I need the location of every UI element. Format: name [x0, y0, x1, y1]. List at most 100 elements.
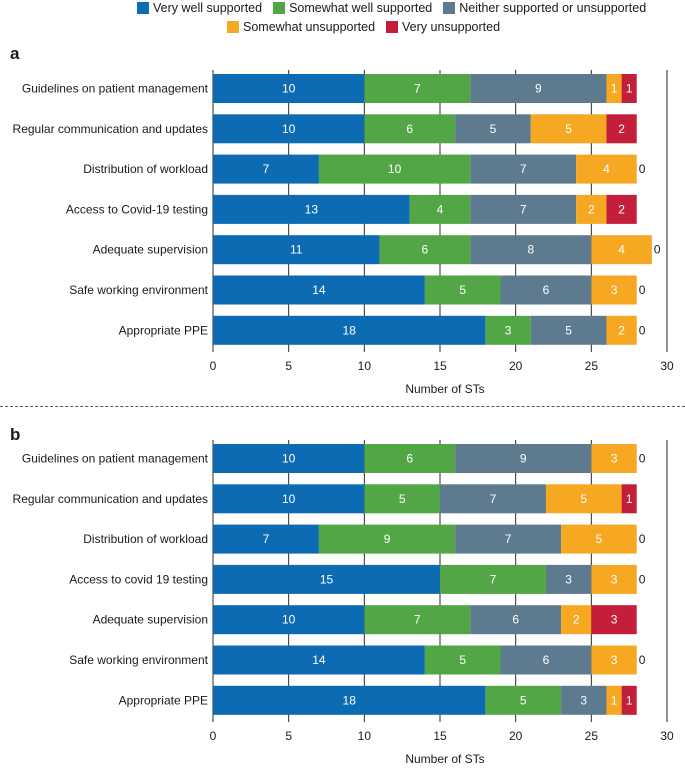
- bar-segment: [500, 645, 592, 675]
- zero-value-label: 0: [639, 283, 646, 297]
- x-tick-label: 5: [285, 729, 292, 743]
- bar-value-label: 7: [520, 202, 527, 216]
- bar-value-label: 7: [414, 82, 421, 96]
- x-tick-label: 15: [433, 729, 447, 743]
- bar-value-label: 7: [505, 532, 512, 546]
- bar-value-label: 5: [459, 653, 466, 667]
- bar-segment: [606, 685, 622, 715]
- bar-value-label: 5: [399, 492, 406, 506]
- bar-value-label: 5: [565, 122, 572, 136]
- bar-value-label: 18: [343, 693, 357, 707]
- bar-segment: [424, 645, 501, 675]
- legend-swatch: [443, 2, 456, 14]
- bar-segment: [440, 484, 546, 514]
- bar-segment: [318, 524, 456, 554]
- bar-value-label: 1: [611, 82, 618, 96]
- bar-segment: [213, 74, 365, 103]
- category-label: Appropriate PPE: [119, 693, 208, 707]
- bar-segment: [379, 235, 471, 265]
- bar-segment: [591, 605, 637, 635]
- bar-value-label: 3: [505, 323, 512, 337]
- legend-label: Neither supported or unsupported: [459, 1, 647, 15]
- bar-segment: [470, 194, 577, 224]
- category-label: Distribution of workload: [83, 162, 208, 176]
- bar-value-label: 15: [320, 572, 334, 586]
- panel-divider: [0, 406, 685, 407]
- bar-value-label: 2: [573, 613, 580, 627]
- bar-value-label: 5: [490, 122, 497, 136]
- x-tick-label: 20: [509, 729, 523, 743]
- bar-segment: [213, 315, 486, 345]
- bar-segment: [470, 235, 592, 265]
- legend-item: Somewhat unsupported: [227, 20, 375, 34]
- bar-segment: [545, 484, 622, 514]
- category-label: Adequate supervision: [93, 243, 208, 257]
- legend-item: Somewhat well supported: [273, 1, 432, 15]
- bar-value-label: 3: [580, 693, 587, 707]
- zero-value-label: 0: [639, 323, 646, 337]
- zero-value-label: 0: [639, 452, 646, 466]
- bar-value-label: 4: [618, 243, 625, 257]
- bar-segment: [364, 74, 471, 103]
- bar-value-label: 4: [603, 162, 610, 176]
- bar-segment: [576, 154, 637, 184]
- category-label: Access to Covid-19 testing: [66, 202, 208, 216]
- category-label: Appropriate PPE: [119, 323, 208, 337]
- x-tick-label: 0: [210, 359, 217, 373]
- bar-value-label: 6: [422, 243, 429, 257]
- bar-segment: [364, 114, 456, 144]
- bar-value-label: 10: [282, 122, 296, 136]
- category-label: Guidelines on patient management: [22, 452, 209, 466]
- legend-swatch: [273, 2, 286, 14]
- bar-value-label: 2: [618, 202, 625, 216]
- x-tick-label: 30: [660, 729, 674, 743]
- bar-segment: [545, 564, 592, 594]
- bar-value-label: 7: [414, 613, 421, 627]
- legend-item: Very unsupported: [386, 20, 500, 34]
- bar-value-label: 5: [565, 323, 572, 337]
- bar-segment: [606, 194, 637, 224]
- panel-label-b: b: [10, 425, 21, 444]
- bar-segment: [591, 235, 652, 265]
- bar-segment: [455, 444, 592, 473]
- bar-segment: [606, 114, 637, 144]
- x-tick-label: 15: [433, 359, 447, 373]
- legend-item: Neither supported or unsupported: [443, 1, 646, 15]
- bar-segment: [561, 685, 607, 715]
- bar-segment: [591, 645, 637, 675]
- bar-value-label: 10: [282, 613, 296, 627]
- legend-item: Very well supported: [137, 1, 262, 15]
- chart-panel-a: Guidelines on patient management 10 7 9 1 1Re…: [13, 70, 674, 396]
- bar-segment: [213, 235, 380, 265]
- bar-value-label: 3: [611, 283, 618, 297]
- bar-segment: [606, 74, 622, 103]
- bar-value-label: 7: [263, 532, 270, 546]
- category-label: Regular communication and updates: [13, 122, 208, 136]
- bar-segment: [455, 114, 531, 144]
- bar-value-label: 6: [543, 653, 550, 667]
- bar-segment: [213, 605, 365, 635]
- bar-segment: [485, 685, 562, 715]
- bar-value-label: 8: [527, 243, 534, 257]
- bar-value-label: 10: [388, 162, 402, 176]
- bar-value-label: 10: [282, 492, 296, 506]
- bar-value-label: 3: [565, 572, 572, 586]
- bar-segment: [591, 444, 637, 473]
- bar-segment: [530, 315, 607, 345]
- chart-panel-b: Guidelines on patient management 10 6 9 3 0Re…: [13, 440, 674, 766]
- bar-value-label: 18: [343, 323, 357, 337]
- bar-segment: [364, 444, 456, 473]
- x-axis-title: Number of STs: [405, 382, 484, 396]
- bar-segment: [364, 484, 440, 514]
- panel-label-a: a: [10, 44, 20, 63]
- bar-segment: [530, 114, 607, 144]
- bar-segment: [591, 275, 637, 305]
- bar-value-label: 3: [611, 452, 618, 466]
- bar-value-label: 6: [406, 452, 413, 466]
- x-tick-label: 25: [585, 729, 599, 743]
- bar-segment: [455, 524, 562, 554]
- bar-value-label: 14: [312, 653, 326, 667]
- bar-value-label: 6: [406, 122, 413, 136]
- bar-segment: [500, 275, 592, 305]
- bar-value-label: 4: [437, 202, 444, 216]
